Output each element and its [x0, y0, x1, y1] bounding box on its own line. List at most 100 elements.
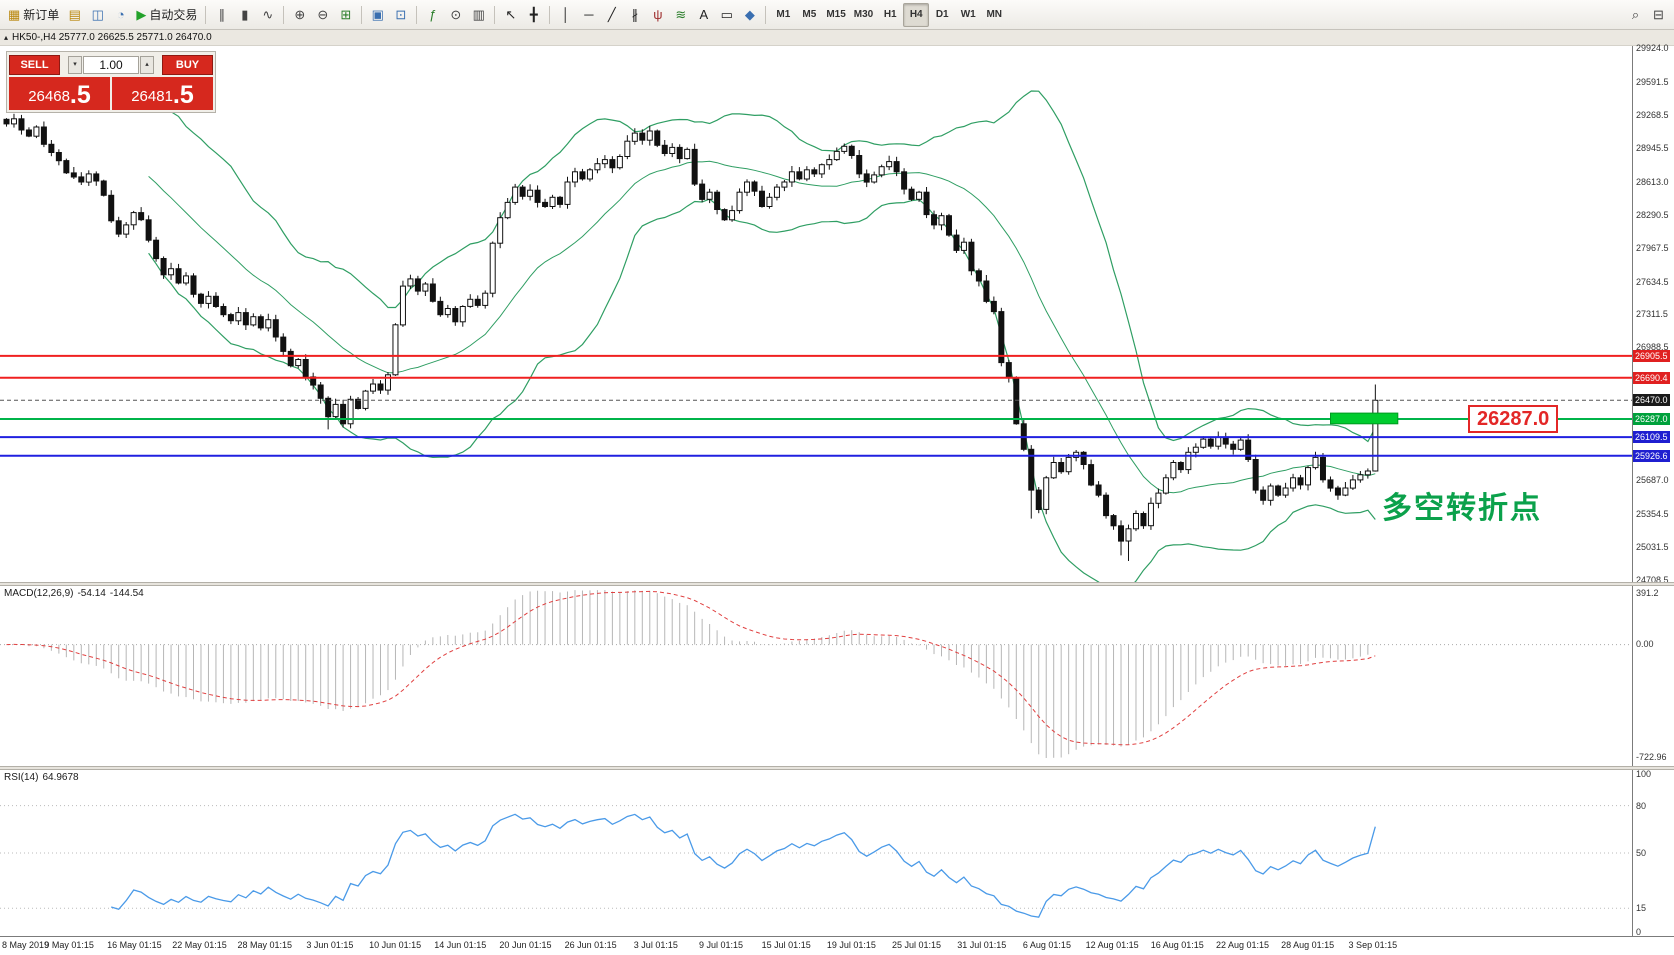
- vertical-line-button[interactable]: │: [554, 3, 577, 27]
- date-label: 20 Jun 01:15: [499, 940, 552, 950]
- line-chart-mode-button[interactable]: ∿: [256, 3, 279, 27]
- buy-button[interactable]: BUY: [162, 54, 213, 75]
- andrews-pitchfork-icon: ψ: [653, 7, 663, 22]
- bollinger-bands: [148, 90, 1376, 582]
- date-label: 31 Jul 01:15: [957, 940, 1007, 950]
- timeframe-h1[interactable]: H1: [877, 3, 903, 27]
- timeframe-d1[interactable]: D1: [929, 3, 955, 27]
- timeframe-h4[interactable]: H4: [903, 2, 930, 27]
- date-label: 6 Aug 01:15: [1022, 940, 1071, 950]
- text-label-button[interactable]: ▭: [715, 3, 738, 27]
- cascade-windows-button[interactable]: ⊡: [389, 3, 412, 27]
- buy-price-pip: .5: [172, 81, 194, 109]
- date-label: 16 Aug 01:15: [1150, 940, 1204, 950]
- indicators-button[interactable]: ƒ: [421, 3, 444, 27]
- cursor-button[interactable]: ↖: [499, 3, 522, 27]
- volume-increase-button[interactable]: ▴: [140, 55, 154, 74]
- macd-signal-line: [6, 590, 1376, 746]
- periods-icon: ⊙: [450, 7, 462, 22]
- chart-window-icon: ▤: [68, 7, 81, 22]
- rsi-indicator-label: RSI(14) 64.9678: [4, 772, 83, 783]
- equidistant-channel-button[interactable]: ∦: [623, 3, 646, 27]
- price-callout-label[interactable]: 26287.0: [1468, 404, 1559, 433]
- date-label: 28 May 01:15: [237, 940, 292, 950]
- sell-price-pip: .5: [69, 81, 91, 109]
- rsi-line: [111, 813, 1376, 918]
- turning-point-annotation[interactable]: 多空转折点: [1382, 492, 1542, 525]
- shapes-button[interactable]: ◆: [738, 3, 761, 27]
- fibonacci-retracement-button[interactable]: ≋: [669, 3, 692, 27]
- timeframe-m30[interactable]: M30: [850, 3, 877, 27]
- periods-button[interactable]: ⊙: [444, 3, 467, 27]
- date-label: 3 Jul 01:15: [633, 940, 678, 950]
- rsi-tick-label: 0: [1636, 927, 1642, 937]
- new-order-button[interactable]: ▦ 新订单: [4, 3, 63, 27]
- horizontal-line-icon: ─: [584, 7, 594, 22]
- candlestick-mode-icon: ▮: [241, 7, 249, 22]
- buy-price[interactable]: 26481.5: [112, 77, 213, 110]
- macd-value: -54.14: [77, 588, 106, 599]
- trendline-button[interactable]: ╱: [600, 3, 623, 27]
- auto-trading-button[interactable]: ▶ 自动交易: [132, 3, 201, 27]
- horizontal-line-button[interactable]: ─: [577, 3, 600, 27]
- bar-chart-mode-icon: ∥: [218, 7, 226, 22]
- candlestick-mode-button[interactable]: ▮: [233, 3, 256, 27]
- macd-plot[interactable]: [0, 586, 1632, 766]
- new-order-icon: ▦: [8, 7, 21, 22]
- timeframe-w1[interactable]: W1: [955, 3, 981, 27]
- open-chart-button[interactable]: ⊟: [1647, 3, 1670, 27]
- timeframe-m15[interactable]: M15: [822, 3, 849, 27]
- crosshair-icon: ╋: [529, 7, 538, 22]
- auto-scroll-button[interactable]: ⊞: [334, 3, 357, 27]
- date-label: 25 Jul 01:15: [892, 940, 942, 950]
- fibonacci-retracement-icon: ≋: [675, 7, 687, 22]
- timeframe-m1[interactable]: M1: [770, 3, 796, 27]
- tile-windows-button[interactable]: ▣: [366, 3, 389, 27]
- price-tick-label: 28945.5: [1636, 142, 1669, 153]
- date-label: 19 Jul 01:15: [826, 940, 876, 950]
- price-axis[interactable]: 29924.0 29591.5 29268.5 28945.5 28613.0 28290…: [1632, 43, 1674, 585]
- text-label-icon: ▭: [720, 7, 733, 22]
- panel-splitter[interactable]: [0, 582, 1674, 586]
- date-label: 10 Jun 01:15: [369, 940, 422, 950]
- sell-price[interactable]: 26468.5: [9, 77, 110, 110]
- andrews-pitchfork-button[interactable]: ψ: [646, 3, 669, 27]
- price-tick-label: 25687.0: [1636, 475, 1669, 486]
- price-tick-label: 29924.0: [1636, 43, 1669, 53]
- panel-splitter[interactable]: [0, 766, 1674, 770]
- zoom-out-button[interactable]: ⊖: [311, 3, 334, 27]
- timeframe-m5[interactable]: M5: [796, 3, 822, 27]
- buy-price-main: 26481: [131, 88, 173, 105]
- main-chart-panel: 29924.0 29591.5 29268.5 28945.5 28613.0 28290…: [0, 43, 1674, 585]
- sell-price-main: 26468: [28, 88, 70, 105]
- search-button[interactable]: ⌕: [1624, 3, 1647, 27]
- date-label: 8 May 2019: [2, 940, 50, 950]
- rsi-tick-label: 15: [1636, 903, 1647, 914]
- sell-button[interactable]: SELL: [9, 54, 60, 75]
- bar-chart-mode-button[interactable]: ∥: [210, 3, 233, 27]
- price-tick-label: 28290.5: [1636, 209, 1669, 220]
- crosshair-button[interactable]: ╋: [522, 3, 545, 27]
- price-line-label: 26470.0: [1633, 394, 1670, 407]
- date-label: 3 Jun 01:15: [306, 940, 354, 950]
- main-chart-plot[interactable]: [0, 46, 1632, 582]
- toolbar-separator: [361, 5, 363, 24]
- rsi-plot[interactable]: [0, 770, 1632, 936]
- search-icon: ⌕: [1631, 7, 1640, 22]
- templates-button[interactable]: ▥: [467, 3, 490, 27]
- volume-decrease-button[interactable]: ▾: [68, 55, 82, 74]
- highlight-rectangle[interactable]: [1330, 412, 1399, 425]
- one-click-toggle-icon[interactable]: ▴: [4, 33, 9, 42]
- price-line-label: 26690.4: [1633, 371, 1670, 384]
- zoom-in-button[interactable]: ⊕: [288, 3, 311, 27]
- text-button[interactable]: A: [692, 3, 715, 27]
- price-line-label: 25926.6: [1633, 449, 1670, 462]
- volume-input[interactable]: [83, 55, 139, 74]
- timeframe-mn[interactable]: MN: [981, 3, 1007, 27]
- horizontal-lines: [0, 354, 1632, 457]
- chart-window-button[interactable]: ▤: [63, 3, 86, 27]
- profiles-button[interactable]: ◫: [86, 3, 109, 27]
- time-axis[interactable]: 8 May 2019 9 May 01:15 16 May 01:15 22 May …: [0, 936, 1674, 955]
- data-window-button[interactable]: ◔: [109, 3, 132, 27]
- macd-panel: 391.2 0.00 -722.96 MACD(12,26,9) -54.14 -144…: [0, 586, 1674, 766]
